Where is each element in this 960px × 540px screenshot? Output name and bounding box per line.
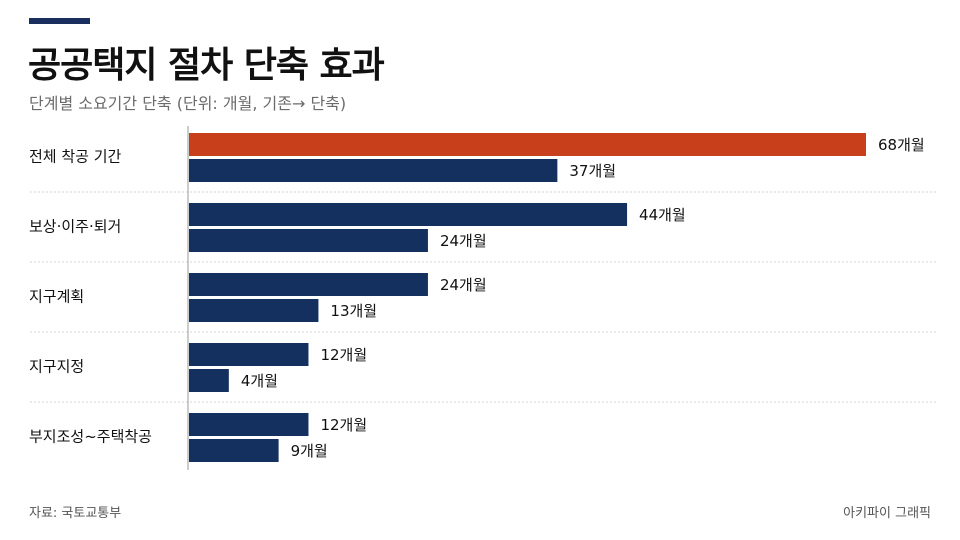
bar	[189, 229, 428, 252]
data-label: 9개월	[291, 442, 328, 460]
bar	[189, 133, 866, 156]
data-label: 44개월	[639, 206, 686, 224]
bar	[189, 203, 628, 226]
category-label: 부지조성~주택착공	[29, 428, 152, 446]
credit-note: 아키파이 그래픽	[843, 506, 931, 521]
data-label: 13개월	[330, 302, 377, 320]
page-title: 공공택지 절차 단축 효과	[28, 45, 385, 86]
title-accent-bar	[29, 18, 90, 24]
data-label: 37개월	[569, 162, 616, 180]
bar	[189, 369, 229, 392]
data-label: 68개월	[878, 136, 925, 154]
category-label: 전체 착공 기간	[29, 148, 122, 166]
bar	[189, 439, 279, 462]
bar	[189, 413, 309, 436]
bar	[189, 343, 309, 366]
data-label: 24개월	[440, 232, 487, 250]
data-label: 4개월	[241, 372, 278, 390]
source-note: 자료: 국토교통부	[29, 506, 122, 521]
page-subtitle: 단계별 소요기간 단축 (단위: 개월, 기존→ 단축)	[29, 94, 347, 113]
data-label: 12개월	[320, 346, 367, 364]
bar	[189, 159, 558, 182]
category-label: 보상·이주·퇴거	[29, 218, 121, 236]
data-label: 24개월	[440, 276, 487, 294]
bar	[189, 273, 428, 296]
data-label: 12개월	[320, 416, 367, 434]
category-label: 지구지정	[29, 358, 84, 376]
category-label: 지구계획	[29, 288, 84, 306]
bar	[189, 299, 319, 322]
